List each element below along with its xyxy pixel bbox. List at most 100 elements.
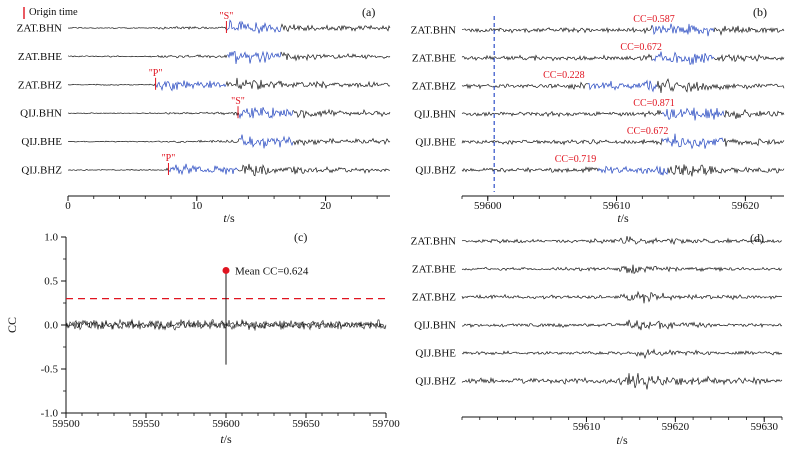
trace-label: ZAT.BHE: [18, 51, 62, 63]
waveform-qij-bhn: [461, 319, 783, 331]
waveform-qij-bhe: [723, 138, 785, 147]
waveform-qij-bhe: [461, 348, 783, 360]
y-tick-label: 1.0: [44, 232, 58, 244]
waveform-zat-bhe: [713, 53, 785, 63]
cc-value-label: CC=0.871: [633, 98, 674, 109]
panel-c-tag: (c): [294, 230, 308, 244]
y-tick-label: -0.5: [41, 364, 59, 376]
waveform-qij-bhz: [461, 373, 783, 390]
y-tick-label: 0.5: [44, 276, 58, 288]
waveform-qij-bhz: [461, 166, 599, 174]
waveform-zat-bhn: [713, 25, 785, 36]
x-axis-label: t/s: [616, 433, 628, 447]
panel-b-matched-waveforms: 59600 59610 59620 t/s ZAT.BHN CC=0.587 ZAT.BHE…: [411, 14, 785, 225]
waveform-zat-bhn: [651, 23, 715, 37]
trace-label: QIJ.BHE: [415, 137, 456, 149]
x-tick-label: 59650: [292, 418, 320, 430]
waveform-zat-bhz: [225, 77, 391, 90]
phase-pick-label: "P": [162, 153, 176, 164]
waveform-zat-bhn: [67, 26, 228, 31]
trace-label: QIJ.BHZ: [415, 165, 456, 177]
waveform-zat-bhz: [155, 80, 227, 92]
x-axis-label: t/s: [617, 211, 629, 225]
waveform-qij-bhn: [238, 106, 294, 120]
waveform-zat-bhe: [226, 50, 282, 65]
y-tick-label: -1.0: [41, 408, 59, 420]
waveform-qij-bhn: [67, 111, 240, 117]
waveform-zat-bhz: [656, 78, 785, 93]
mean-cc-label: Mean CC=0.624: [235, 265, 309, 277]
waveform-qij-bhe: [661, 133, 725, 150]
cc-value-label: CC=0.228: [543, 70, 584, 81]
trace-label: QIJ.BHN: [414, 320, 456, 332]
x-tick-label: 59600: [474, 200, 502, 212]
panel-b-tag: (b): [753, 5, 767, 19]
trace-label: ZAT.BHN: [411, 236, 456, 248]
cc-value-label: CC=0.672: [620, 42, 661, 53]
waveform-qij-bhz: [597, 165, 669, 176]
y-axis-label: CC: [5, 317, 19, 333]
waveform-zat-bhz: [67, 83, 157, 86]
waveform-qij-bhn: [292, 108, 391, 119]
phase-pick-label: "P": [149, 68, 163, 79]
phase-pick-label: "S": [220, 11, 234, 22]
waveform-qij-bhe: [238, 134, 294, 149]
trace-label: ZAT.BHN: [411, 25, 456, 37]
trace-label: QIJ.BHN: [20, 108, 62, 120]
waveform-zat-bhe: [67, 54, 228, 59]
trace-label: ZAT.BHE: [412, 264, 456, 276]
x-tick-label: 10: [191, 200, 203, 212]
waveform-qij-bhn: [461, 109, 663, 118]
x-tick-label: 59500: [52, 418, 80, 430]
waveform-qij-bhz: [667, 164, 785, 177]
trace-label: ZAT.BHE: [412, 53, 456, 65]
waveform-qij-bhz: [237, 163, 391, 177]
trace-label: ZAT.BHZ: [412, 292, 456, 304]
trace-label: QIJ.BHE: [415, 348, 456, 360]
trace-label: QIJ.BHN: [414, 109, 456, 121]
waveform-zat-bhn: [461, 25, 653, 35]
waveform-qij-bhz: [67, 167, 170, 172]
cc-value-label: CC=0.587: [633, 14, 674, 25]
origin-time-label: Origin time: [29, 7, 78, 18]
waveform-zat-bhe: [461, 53, 653, 62]
x-tick-label: 0: [65, 200, 71, 212]
waveform-qij-bhn: [661, 107, 725, 121]
trace-label: ZAT.BHN: [17, 23, 62, 35]
panel-c-cc-timeseries: 59500 59550 59600 59650 59700 t/s -1.0 -0.5 0.0 0…: [5, 232, 400, 447]
waveform-zat-bhe: [461, 264, 783, 274]
x-tick-label: 20: [320, 200, 332, 212]
phase-pick-label: "S": [231, 96, 245, 107]
waveform-zat-bhz: [461, 81, 589, 90]
panel-d-detected-waveforms: 59610 59620 59630 t/s ZAT.BHN ZAT.BHE ZAT.BHZ Q…: [411, 236, 783, 447]
waveform-zat-bhn: [280, 23, 391, 33]
x-tick-label: 59700: [372, 418, 400, 430]
cc-value-label: CC=0.719: [555, 154, 596, 165]
x-tick-label: 59620: [662, 421, 690, 433]
waveform-zat-bhn: [226, 19, 282, 34]
waveform-zat-bhz: [461, 290, 783, 304]
x-tick-label: 59550: [132, 418, 160, 430]
x-tick-label: 59630: [750, 421, 778, 433]
trace-label: ZAT.BHZ: [412, 81, 456, 93]
x-tick-label: 59610: [573, 421, 601, 433]
waveform-zat-bhz: [587, 79, 658, 93]
waveform-zat-bhn: [461, 236, 783, 245]
x-axis-label: t/s: [223, 211, 235, 225]
x-tick-label: 59600: [212, 418, 240, 430]
trace-label: QIJ.BHE: [21, 136, 62, 148]
x-tick-label: 59620: [732, 200, 760, 212]
trace-label: QIJ.BHZ: [415, 376, 456, 388]
waveform-zat-bhe: [280, 51, 391, 62]
waveform-qij-bhe: [67, 138, 240, 144]
x-tick-label: 59610: [603, 200, 631, 212]
panel-a-template-waveforms: 0 10 20 t/s ZAT.BHN "S" ZAT.BHE ZAT.BHZ "P" QIJ.B…: [17, 7, 391, 225]
cc-value-label: CC=0.672: [627, 126, 668, 137]
waveform-qij-bhe: [292, 137, 391, 147]
waveform-qij-bhn: [723, 108, 785, 119]
x-axis-label: t/s: [220, 432, 232, 446]
waveform-qij-bhe: [461, 138, 663, 146]
panel-d-tag: (d): [750, 231, 764, 245]
y-tick-label: 0.0: [44, 320, 58, 332]
